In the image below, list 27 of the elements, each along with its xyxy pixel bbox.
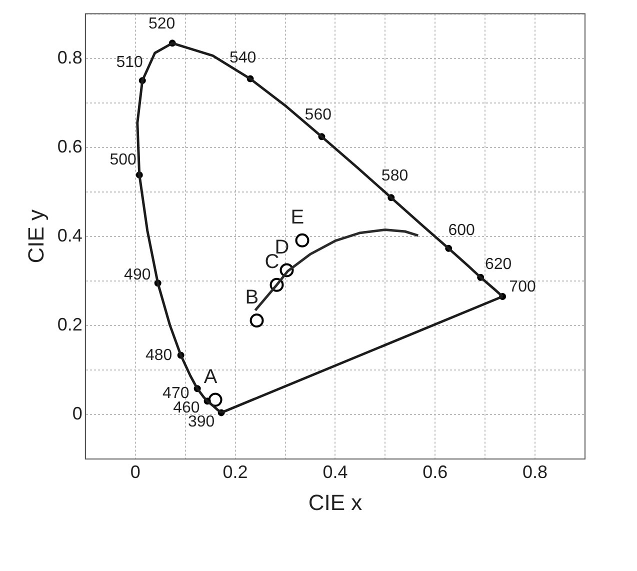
annotation: B <box>245 286 259 309</box>
y-tick-label: 0.4 <box>57 225 82 246</box>
annotation: 510 <box>116 54 144 72</box>
annotation: E <box>290 206 304 229</box>
y-tick-label: 0.8 <box>57 47 82 68</box>
annotation: 520 <box>148 15 176 32</box>
y-tick-label: 0 <box>72 403 82 424</box>
annotation: 490 <box>124 266 151 284</box>
x-tick-label: 0.8 <box>522 462 548 482</box>
annotation: 470 <box>162 385 190 402</box>
annotation: 500 <box>110 152 137 169</box>
annotation: 600 <box>448 222 476 240</box>
y-tick-label: 0.2 <box>57 314 82 334</box>
annotation: 540 <box>229 50 256 67</box>
annotation: 560 <box>304 106 332 124</box>
x-tick-label: 0.2 <box>222 462 248 482</box>
y-axis-title: CIE y <box>23 210 48 264</box>
annotation: A <box>204 366 218 388</box>
annotation: 700 <box>509 278 536 296</box>
annotation: 620 <box>485 256 512 273</box>
annotation: 580 <box>381 167 408 184</box>
x-tick-label: 0.4 <box>322 462 348 482</box>
x-tick-label: 0.6 <box>422 462 448 482</box>
annotation: 480 <box>145 346 172 364</box>
x-tick-label: 0 <box>130 462 140 482</box>
y-tick-label: 0.6 <box>57 136 82 156</box>
x-axis-title: CIE x <box>308 490 362 515</box>
